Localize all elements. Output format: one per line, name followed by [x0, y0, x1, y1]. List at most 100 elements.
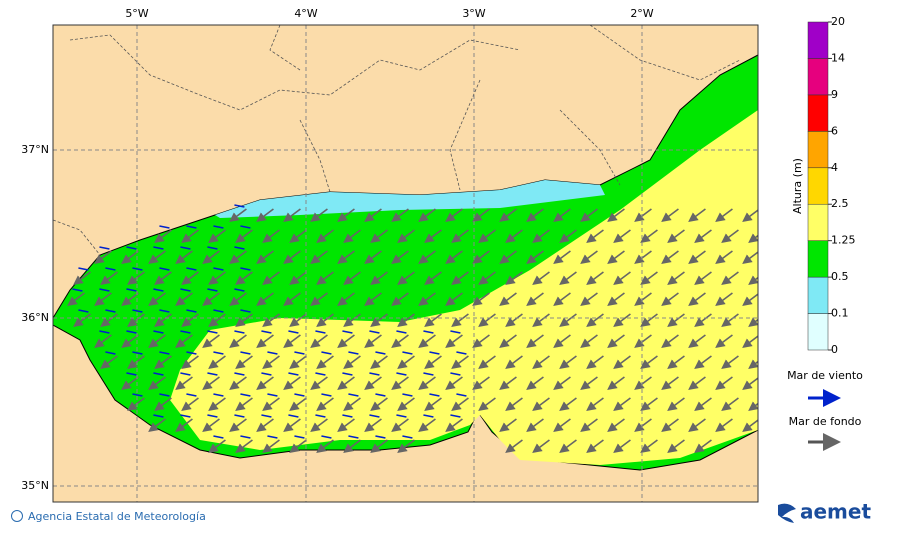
swell-arrow	[634, 334, 652, 348]
swell-arrow	[721, 229, 739, 243]
map-frame	[52, 24, 759, 503]
wind-arrow	[423, 330, 434, 334]
colorbar-band	[807, 131, 829, 169]
swell-arrow	[424, 313, 442, 327]
swell-arrow	[100, 313, 118, 327]
swell-arrow	[667, 439, 685, 453]
wind-arrow	[288, 372, 299, 376]
legend-label: Mar de viento	[787, 369, 863, 382]
swell-arrow	[715, 334, 733, 348]
swell-arrow	[391, 334, 409, 348]
wind-arrow	[429, 351, 440, 355]
wind-arrow	[99, 288, 110, 292]
wind-arrow	[348, 435, 359, 439]
wind-arrow	[240, 351, 251, 355]
swell-arrow	[229, 250, 247, 264]
wind-arrow	[321, 393, 332, 397]
swell-arrow	[445, 208, 463, 222]
wind-arrow	[126, 372, 137, 376]
wind-arrow	[402, 435, 413, 439]
wind-arrow	[267, 435, 278, 439]
swell-arrow	[445, 418, 463, 432]
swell-arrow	[256, 376, 274, 390]
swell-arrow	[100, 355, 118, 369]
swell-arrow	[235, 271, 253, 285]
swell-arrow	[661, 418, 679, 432]
wind-arrow	[450, 414, 461, 418]
swell-arrow	[667, 229, 685, 243]
swell-arrow	[343, 355, 361, 369]
swell-arrow	[634, 250, 652, 264]
swell-arrow	[586, 271, 604, 285]
swell-arrow	[67, 292, 85, 306]
colorbar-tick-label: 4	[831, 161, 838, 174]
swell-arrow	[742, 377, 758, 390]
swell-arrow	[397, 313, 415, 327]
swell-arrow	[586, 355, 604, 369]
swell-arrow	[337, 208, 355, 222]
wind-arrow	[240, 267, 251, 271]
colorbar-tick-label: 20	[831, 15, 845, 28]
wind-arrow	[288, 414, 299, 418]
wind-arrow	[294, 351, 305, 355]
swell-arrow	[694, 439, 712, 453]
wind-arrow	[180, 330, 191, 334]
swell-arrow	[121, 376, 139, 390]
swell-arrow	[451, 271, 469, 285]
swell-arrow	[526, 292, 544, 306]
swell-arrow	[640, 439, 658, 453]
swell-arrow	[478, 397, 496, 411]
wind-arrow	[180, 246, 191, 250]
swell-arrow	[418, 250, 436, 264]
wind-arrow	[348, 351, 359, 355]
swell-arrow	[418, 208, 436, 222]
swell-arrow	[262, 397, 280, 411]
swell-arrow	[526, 376, 544, 390]
swell-arrow	[445, 250, 463, 264]
swell-arrow	[580, 376, 598, 390]
swell-arrow	[499, 250, 517, 264]
swell-arrow	[418, 418, 436, 432]
swell-arrow	[262, 355, 280, 369]
wind-arrow	[207, 414, 218, 418]
swell-arrow	[607, 376, 625, 390]
swell-arrow	[148, 418, 166, 432]
wind-arrow	[396, 372, 407, 376]
swell-arrow	[613, 397, 631, 411]
wind-arrow	[369, 414, 380, 418]
swell-arrow	[181, 313, 199, 327]
wind-arrow	[132, 351, 143, 355]
lon-label: 2°W	[630, 7, 653, 20]
colorbar-tick-label: 1.25	[831, 234, 856, 247]
swell-arrow	[715, 292, 733, 306]
wind-arrow	[240, 309, 251, 313]
swell-arrow	[688, 418, 706, 432]
logo-mark	[778, 503, 796, 523]
swell-arrow	[559, 439, 577, 453]
map	[53, 25, 758, 502]
swell-arrow	[256, 418, 274, 432]
swell-arrow	[256, 334, 274, 348]
grid	[53, 25, 758, 502]
wind-arrow	[261, 330, 272, 334]
colorbar-band	[807, 276, 829, 314]
swell-arrow	[532, 271, 550, 285]
swell-arrow	[742, 293, 758, 306]
swell-arrow	[283, 376, 301, 390]
swell-arrow	[553, 208, 571, 222]
swell-arrow	[694, 355, 712, 369]
wind-arrow	[342, 414, 353, 418]
swell-arrow	[451, 397, 469, 411]
swell-arrow	[640, 313, 658, 327]
swell-arrow	[418, 292, 436, 306]
swell-arrow	[73, 271, 91, 285]
swell-arrow	[688, 334, 706, 348]
colorbar-band	[807, 58, 829, 96]
lat-label: 36°N	[21, 311, 49, 324]
swell-arrow	[613, 439, 631, 453]
wind-arrow	[159, 267, 170, 271]
swell-arrow	[748, 233, 758, 243]
swell-arrow	[337, 292, 355, 306]
swell-arrow	[310, 418, 328, 432]
swell-arrow	[256, 292, 274, 306]
